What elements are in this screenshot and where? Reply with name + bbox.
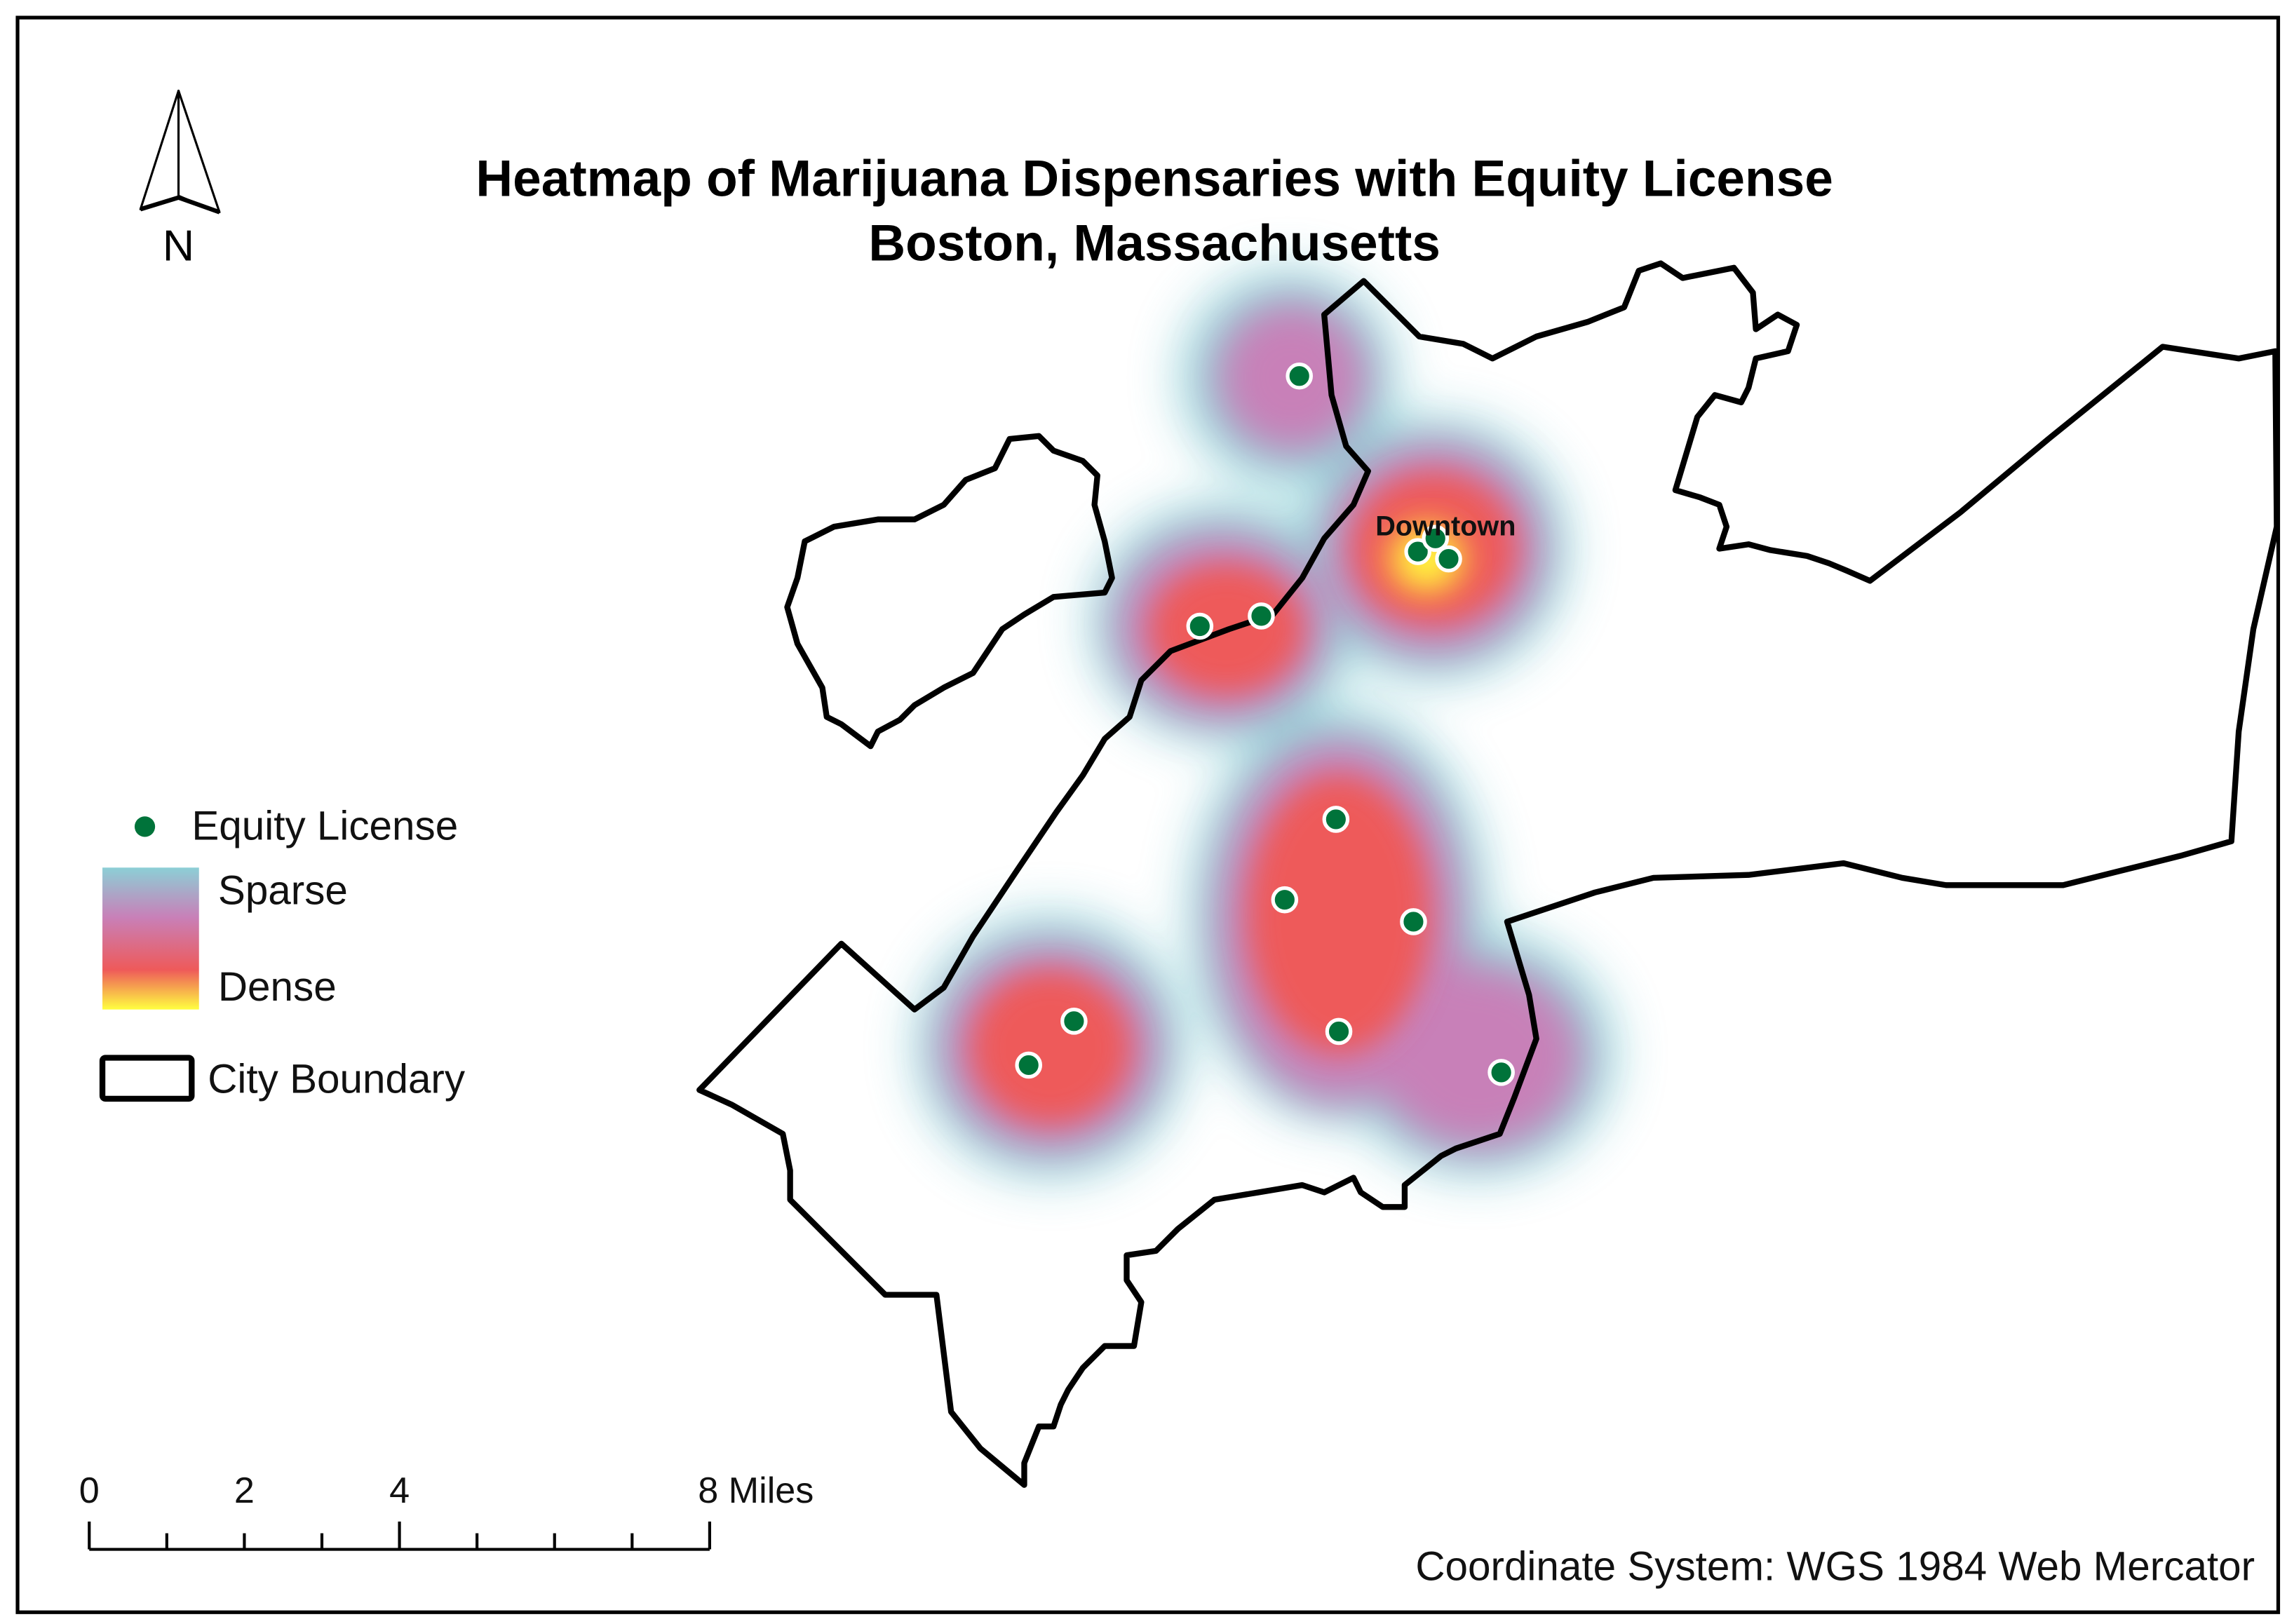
dispensary-point[interactable] — [1271, 886, 1299, 914]
legend-sparse: Sparse — [218, 867, 348, 913]
legend-dense: Dense — [218, 964, 337, 1010]
scale-tick-8-miles: 8 Miles — [698, 1470, 814, 1511]
dispensary-point[interactable] — [1060, 1008, 1088, 1035]
dispensary-point[interactable] — [1325, 1017, 1353, 1046]
scale-tick-4: 4 — [389, 1470, 410, 1511]
city-boundary-legend-icon — [99, 1055, 195, 1102]
dispensary-point[interactable] — [1322, 806, 1350, 833]
dispensary-point[interactable] — [1404, 538, 1431, 565]
dispensary-point[interactable] — [1286, 362, 1313, 390]
legend-city-boundary: City Boundary — [208, 1057, 466, 1102]
heatmap-layer — [919, 272, 1613, 1175]
legend: Equity License Sparse Dense City Boundar… — [99, 804, 466, 1102]
scale-tick-0: 0 — [79, 1470, 100, 1511]
map-frame — [15, 15, 2281, 1614]
map-title-line1: Heatmap of Marijuana Dispensaries with E… — [475, 151, 1833, 208]
dispensary-point[interactable] — [1186, 612, 1214, 640]
dispensary-point[interactable] — [1248, 602, 1275, 630]
map-title-line2: Boston, Massachusetts — [868, 215, 1441, 271]
scale-bar — [88, 1521, 711, 1551]
city-boundary — [696, 260, 2280, 1488]
dispensary-point[interactable] — [1435, 545, 1462, 573]
coordinate-system-note: Coordinate System: WGS 1984 Web Mercator — [1415, 1543, 2255, 1589]
equity-license-legend-icon — [134, 816, 156, 837]
dispensary-point[interactable] — [1015, 1051, 1043, 1079]
downtown-label: Downtown — [1375, 511, 1516, 542]
north-arrow-icon: N — [139, 89, 221, 270]
heat-ramp-swatch — [102, 867, 199, 1010]
dispensary-point[interactable] — [1422, 525, 1450, 553]
legend-equity-license: Equity License — [191, 804, 458, 849]
dispensary-point[interactable] — [1400, 908, 1427, 935]
scale-tick-2: 2 — [234, 1470, 255, 1511]
dispensary-point[interactable] — [1487, 1059, 1515, 1086]
north-label: N — [163, 221, 194, 270]
equity-license-points — [1015, 362, 1515, 1086]
